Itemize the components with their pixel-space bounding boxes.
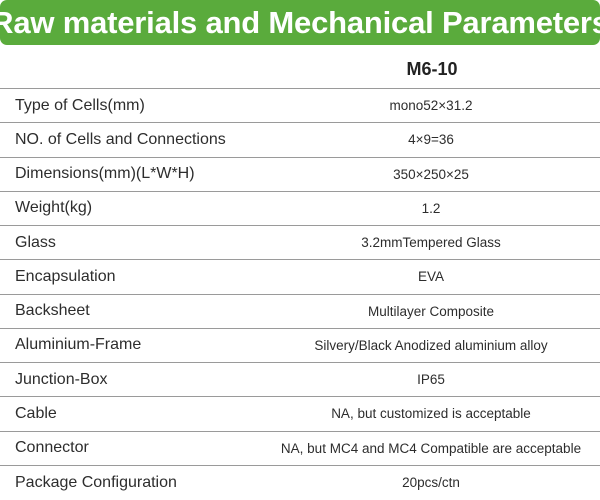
table-header-row: M6-10 — [0, 51, 600, 89]
parameters-table: M6-10 Type of Cells(mm) mono52×31.2 NO. … — [0, 51, 600, 500]
row-value: EVA — [417, 269, 444, 285]
table-row: Junction-Box IP65 — [0, 363, 600, 398]
row-label: Junction-Box — [15, 370, 108, 388]
row-label: Dimensions(mm)(L*W*H) — [15, 165, 195, 183]
row-label: NO. of Cells and Connections — [15, 130, 226, 148]
row-value: 1.2 — [421, 200, 441, 216]
table-row: Glass 3.2mmTempered Glass — [0, 226, 600, 261]
banner-title: Raw materials and Mechanical Parameters — [0, 4, 600, 40]
row-value: NA, but MC4 and MC4 Compatible are accep… — [280, 440, 582, 456]
row-value: 3.2mmTempered Glass — [361, 235, 501, 251]
row-value: NA, but customized is acceptable — [331, 406, 531, 422]
row-value: IP65 — [417, 372, 445, 388]
table-row: Cable NA, but customized is acceptable — [0, 397, 600, 432]
row-value: 350×250×25 — [393, 166, 469, 182]
row-label: Glass — [15, 233, 56, 251]
row-label: Cable — [15, 404, 57, 422]
table-row: NO. of Cells and Connections 4×9=36 — [0, 123, 600, 158]
row-label: Package Configuration — [15, 473, 177, 491]
table-row: Type of Cells(mm) mono52×31.2 — [0, 89, 600, 124]
row-label: Weight(kg) — [15, 199, 93, 217]
title-banner: Raw materials and Mechanical Parameters — [0, 0, 600, 45]
table-row: Package Configuration 20pcs/ctn — [0, 466, 600, 500]
row-label: Encapsulation — [15, 267, 116, 285]
row-value: mono52×31.2 — [389, 98, 473, 114]
table-row: Dimensions(mm)(L*W*H) 350×250×25 — [0, 158, 600, 192]
table-row: Aluminium-Frame Silvery/Black Anodized a… — [0, 329, 600, 363]
row-label: Aluminium-Frame — [15, 336, 142, 354]
row-value: 20pcs/ctn — [402, 475, 460, 491]
row-value: Multilayer Composite — [367, 303, 495, 319]
row-value: Silvery/Black Anodized aluminium alloy — [314, 337, 548, 353]
table-row: Connector NA, but MC4 and MC4 Compatible… — [0, 432, 600, 466]
row-label: Backsheet — [15, 302, 90, 320]
table-row: Weight(kg) 1.2 — [0, 192, 600, 226]
table-row: Backsheet Multilayer Composite — [0, 295, 600, 329]
table-row: Encapsulation EVA — [0, 260, 600, 295]
row-value: 4×9=36 — [408, 132, 454, 148]
row-label: Type of Cells(mm) — [15, 96, 145, 114]
model-header: M6-10 — [406, 59, 458, 79]
row-label: Connector — [15, 439, 89, 457]
